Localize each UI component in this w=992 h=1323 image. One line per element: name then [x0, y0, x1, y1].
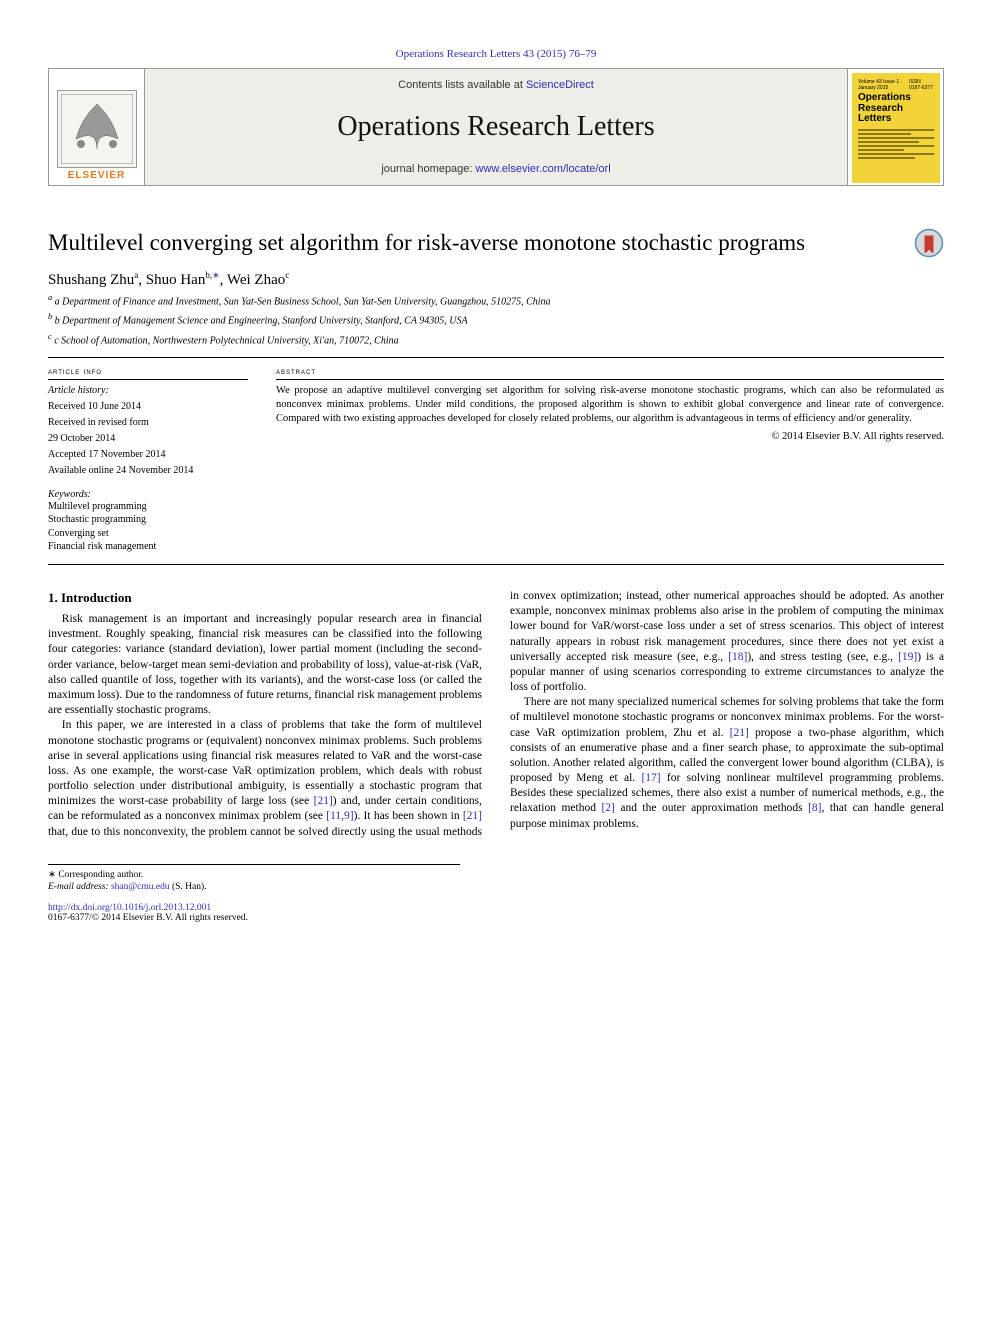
- citation-ref[interactable]: [21]: [463, 810, 482, 822]
- citation-line: Operations Research Letters 43 (2015) 76…: [48, 48, 944, 60]
- paragraph: There are not many specialized numerical…: [510, 695, 944, 832]
- keywords-heading: Keywords:: [48, 489, 248, 500]
- divider: [48, 564, 944, 565]
- authors-line: Shushang Zhua, Shuo Hanb,∗, Wei Zhaoc: [48, 270, 944, 289]
- corresponding-author-link[interactable]: ∗: [212, 270, 220, 280]
- citation-ref[interactable]: [11,9]: [326, 810, 353, 822]
- keyword: Stochastic programming: [48, 513, 248, 527]
- keyword: Financial risk management: [48, 540, 248, 554]
- affiliation-a: a a Department of Finance and Investment…: [48, 293, 944, 308]
- keyword: Converging set: [48, 527, 248, 541]
- journal-cover-cell: Volume 43 Issue 1 · January 2015ISSN 016…: [847, 69, 943, 185]
- citation-ref[interactable]: [17]: [641, 772, 660, 784]
- citation-ref[interactable]: [18]: [728, 651, 747, 663]
- citation-link[interactable]: Operations Research Letters 43 (2015) 76…: [396, 48, 597, 60]
- abstract-block: abstract We propose an adaptive multilev…: [276, 366, 944, 554]
- contents-available-line: Contents lists available at ScienceDirec…: [145, 79, 847, 91]
- email-link[interactable]: shan@cmu.edu: [111, 882, 170, 892]
- journal-title: Operations Research Letters: [145, 111, 847, 143]
- crossmark-icon[interactable]: [914, 228, 944, 258]
- journal-header: ELSEVIER Contents lists available at Sci…: [48, 68, 944, 186]
- keyword: Multilevel programming: [48, 500, 248, 514]
- doi-line: http://dx.doi.org/10.1016/j.orl.2013.12.…: [48, 903, 944, 913]
- elsevier-tree-icon: [57, 90, 137, 168]
- homepage-line: journal homepage: www.elsevier.com/locat…: [145, 163, 847, 175]
- citation-ref[interactable]: [21]: [730, 727, 749, 739]
- sciencedirect-link[interactable]: ScienceDirect: [526, 79, 594, 91]
- citation-ref[interactable]: [8]: [808, 802, 821, 814]
- homepage-link[interactable]: www.elsevier.com/locate/orl: [476, 163, 611, 175]
- elsevier-logo: ELSEVIER: [49, 69, 145, 185]
- copyright-line: 0167-6377/© 2014 Elsevier B.V. All right…: [48, 913, 944, 923]
- article-info-block: article info Article history: Received 1…: [48, 366, 248, 554]
- affiliation-c: c c School of Automation, Northwestern P…: [48, 332, 944, 347]
- body-text: 1. Introduction Risk management is an im…: [48, 589, 944, 840]
- footnotes: ∗ Corresponding author. E-mail address: …: [48, 864, 460, 894]
- article-title: Multilevel converging set algorithm for …: [48, 230, 914, 256]
- divider: [48, 357, 944, 358]
- abstract-heading: abstract: [276, 366, 944, 376]
- journal-cover-thumbnail: Volume 43 Issue 1 · January 2015ISSN 016…: [852, 73, 940, 183]
- affiliation-b: b b Department of Management Science and…: [48, 312, 944, 327]
- citation-ref[interactable]: [21]: [314, 795, 333, 807]
- abstract-copyright: © 2014 Elsevier B.V. All rights reserved…: [276, 431, 944, 442]
- paragraph: Risk management is an important and incr…: [48, 612, 482, 718]
- citation-ref[interactable]: [19]: [898, 651, 917, 663]
- section-heading: 1. Introduction: [48, 589, 482, 606]
- abstract-text: We propose an adaptive multilevel conver…: [276, 384, 944, 427]
- article-info-heading: article info: [48, 366, 248, 376]
- citation-ref[interactable]: [2]: [601, 802, 614, 814]
- elsevier-wordmark: ELSEVIER: [68, 170, 125, 181]
- doi-link[interactable]: http://dx.doi.org/10.1016/j.orl.2013.12.…: [48, 903, 211, 913]
- corresponding-author-note: ∗ Corresponding author.: [48, 869, 460, 881]
